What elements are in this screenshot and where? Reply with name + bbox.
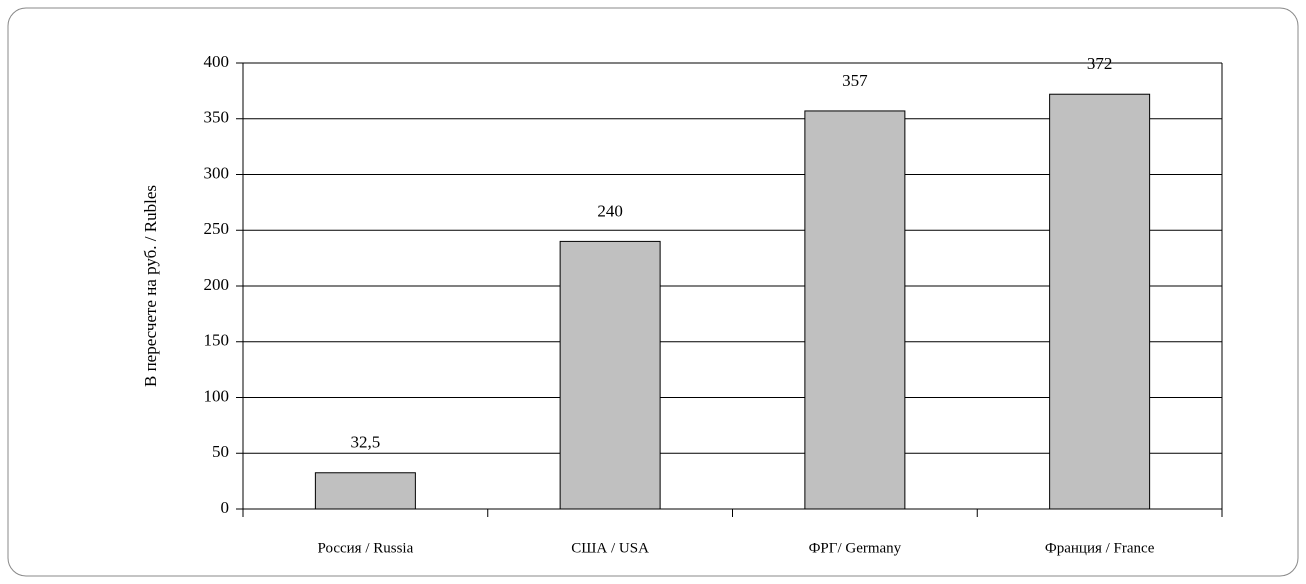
y-axis-label: В пересчете на руб. / Rubles bbox=[141, 185, 160, 387]
y-tick-label: 0 bbox=[221, 498, 230, 517]
y-tick-label: 100 bbox=[204, 386, 230, 405]
x-tick-label: США / USA bbox=[571, 540, 649, 556]
y-tick-label: 50 bbox=[212, 442, 229, 461]
bar bbox=[1049, 93, 1151, 510]
y-tick-label: 250 bbox=[204, 219, 230, 238]
y-tick-label: 200 bbox=[204, 275, 230, 294]
bar bbox=[314, 472, 416, 510]
value-label: 372 bbox=[1087, 54, 1113, 73]
value-label: 240 bbox=[597, 201, 623, 220]
value-label: 32,5 bbox=[351, 433, 381, 452]
y-tick-label: 350 bbox=[204, 108, 230, 127]
x-tick-label: Россия / Russia bbox=[317, 540, 413, 556]
y-tick-label: 400 bbox=[204, 52, 230, 71]
x-tick-label: ФРГ/ Germany bbox=[809, 540, 902, 556]
x-tick-label: Франция / France bbox=[1045, 540, 1155, 556]
y-tick-label: 150 bbox=[204, 331, 230, 350]
bar bbox=[559, 240, 661, 510]
value-label: 357 bbox=[842, 71, 868, 90]
y-tick-label: 300 bbox=[204, 163, 230, 182]
bar bbox=[804, 110, 906, 510]
